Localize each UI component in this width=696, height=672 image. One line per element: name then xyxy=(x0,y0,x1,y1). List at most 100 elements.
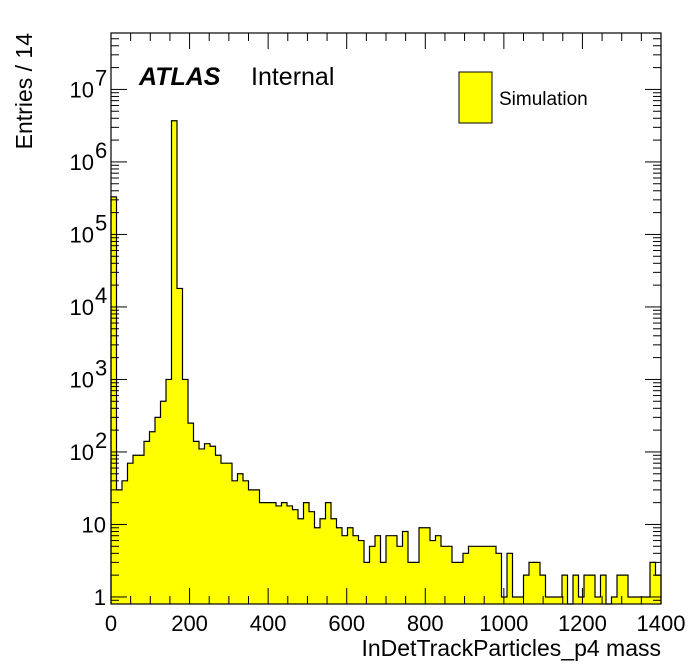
histogram-bar xyxy=(133,455,139,604)
histogram-bar xyxy=(419,527,425,604)
histogram-bar xyxy=(353,535,359,604)
x-tick-label: 1000 xyxy=(479,611,528,636)
histogram-bar xyxy=(463,553,469,604)
histogram-bar xyxy=(540,575,546,604)
histogram-bar xyxy=(441,546,447,604)
histogram-bar xyxy=(270,502,276,604)
y-tick-label: 10 xyxy=(70,222,94,247)
histogram-bar xyxy=(193,441,199,604)
histogram-bar xyxy=(248,489,254,604)
histogram-bar xyxy=(336,527,342,604)
histogram-bar xyxy=(347,527,353,604)
histogram-bar xyxy=(144,441,150,604)
legend-label: Simulation xyxy=(499,89,588,110)
y-tick-exponent: 2 xyxy=(95,428,107,453)
x-tick-label: 1200 xyxy=(558,611,607,636)
histogram-bar xyxy=(320,518,326,604)
histogram-bar xyxy=(600,575,606,604)
y-tick-exponent: 7 xyxy=(95,65,107,90)
histogram-bar xyxy=(265,502,271,604)
histogram-bars xyxy=(110,120,662,605)
y-tick-exponent: 6 xyxy=(95,138,107,163)
histogram-bar xyxy=(254,489,260,604)
atlas-label: ATLAS xyxy=(138,63,221,91)
histogram-bar xyxy=(650,562,656,604)
histogram-bar xyxy=(171,120,177,605)
histogram-bar xyxy=(232,480,238,604)
histogram-bar xyxy=(369,546,375,604)
histogram-bar xyxy=(122,480,128,604)
histogram-bar xyxy=(644,596,650,604)
histogram-bar xyxy=(518,596,524,604)
x-tick-label: 1400 xyxy=(637,611,686,636)
histogram-bar xyxy=(243,480,249,604)
histogram-bar xyxy=(375,535,381,604)
y-tick-label: 10 xyxy=(70,77,94,102)
y-tick-label: 10 xyxy=(70,295,94,320)
histogram-bar xyxy=(457,562,463,604)
histogram-bar xyxy=(386,535,392,604)
histogram-bar xyxy=(584,575,590,604)
histogram-bar xyxy=(622,575,628,604)
histogram-bar xyxy=(573,575,579,604)
y-tick-label: 1 xyxy=(94,585,106,610)
histogram-bar xyxy=(435,535,441,604)
y-tick-exponent: 3 xyxy=(95,355,107,380)
histogram-bar xyxy=(149,431,155,604)
y-tick-label: 10 xyxy=(82,512,106,537)
y-tick-exponent: 4 xyxy=(95,283,107,308)
plot-frame xyxy=(110,32,662,605)
histogram-bar xyxy=(556,596,562,604)
histogram-bar xyxy=(259,502,265,604)
histogram-bar xyxy=(468,546,474,604)
histogram-bar xyxy=(529,562,535,604)
histogram-bar xyxy=(589,575,595,604)
histogram-bar xyxy=(523,575,529,604)
histogram-bar xyxy=(276,505,282,604)
histogram-bar xyxy=(342,535,348,604)
histogram-bar xyxy=(281,502,287,604)
histogram-bar xyxy=(287,505,293,604)
x-tick-labels: 0 200 400 600 800 1000 1200 1400 xyxy=(105,611,686,636)
histogram-bar xyxy=(430,540,436,604)
histogram-bar xyxy=(446,546,452,604)
histogram-outline xyxy=(110,120,662,605)
histogram-bar xyxy=(215,455,221,604)
histogram-bar xyxy=(226,463,232,604)
histogram-bar xyxy=(364,562,370,604)
histogram-bar xyxy=(303,502,309,604)
histogram-bar xyxy=(314,527,320,604)
histogram-bar xyxy=(298,518,304,604)
histogram-bar xyxy=(655,575,661,604)
x-axis-title: InDetTrackParticles_p4 mass xyxy=(361,635,661,661)
histogram-bar xyxy=(562,575,568,604)
histogram-bar xyxy=(545,596,551,604)
y-axis-title: Entries / 14 xyxy=(11,33,37,150)
histogram-bar xyxy=(116,489,122,604)
histogram-bar xyxy=(127,463,133,604)
histogram-bar xyxy=(160,401,166,604)
histogram-bar xyxy=(413,562,419,604)
histogram-bar xyxy=(166,379,172,604)
axis-ticks xyxy=(110,32,662,605)
histogram-bar xyxy=(633,596,639,604)
histogram-bar xyxy=(578,596,584,604)
histogram-bar xyxy=(485,546,491,604)
histogram-bar xyxy=(496,553,502,604)
histogram-bar xyxy=(182,379,188,604)
histogram-bar xyxy=(237,473,243,604)
histogram-bar xyxy=(155,417,161,604)
histogram-bar xyxy=(358,540,364,604)
histogram-bar xyxy=(177,288,183,604)
histogram-bar xyxy=(199,448,205,604)
histogram-bar xyxy=(309,511,315,604)
y-tick-exponent: 5 xyxy=(95,210,107,235)
x-tick-label: 200 xyxy=(171,611,208,636)
histogram-bar xyxy=(551,596,557,604)
histogram-bar xyxy=(325,502,331,604)
histogram-bar xyxy=(380,562,386,604)
legend-swatch xyxy=(458,71,493,124)
histogram-bar xyxy=(292,509,298,604)
